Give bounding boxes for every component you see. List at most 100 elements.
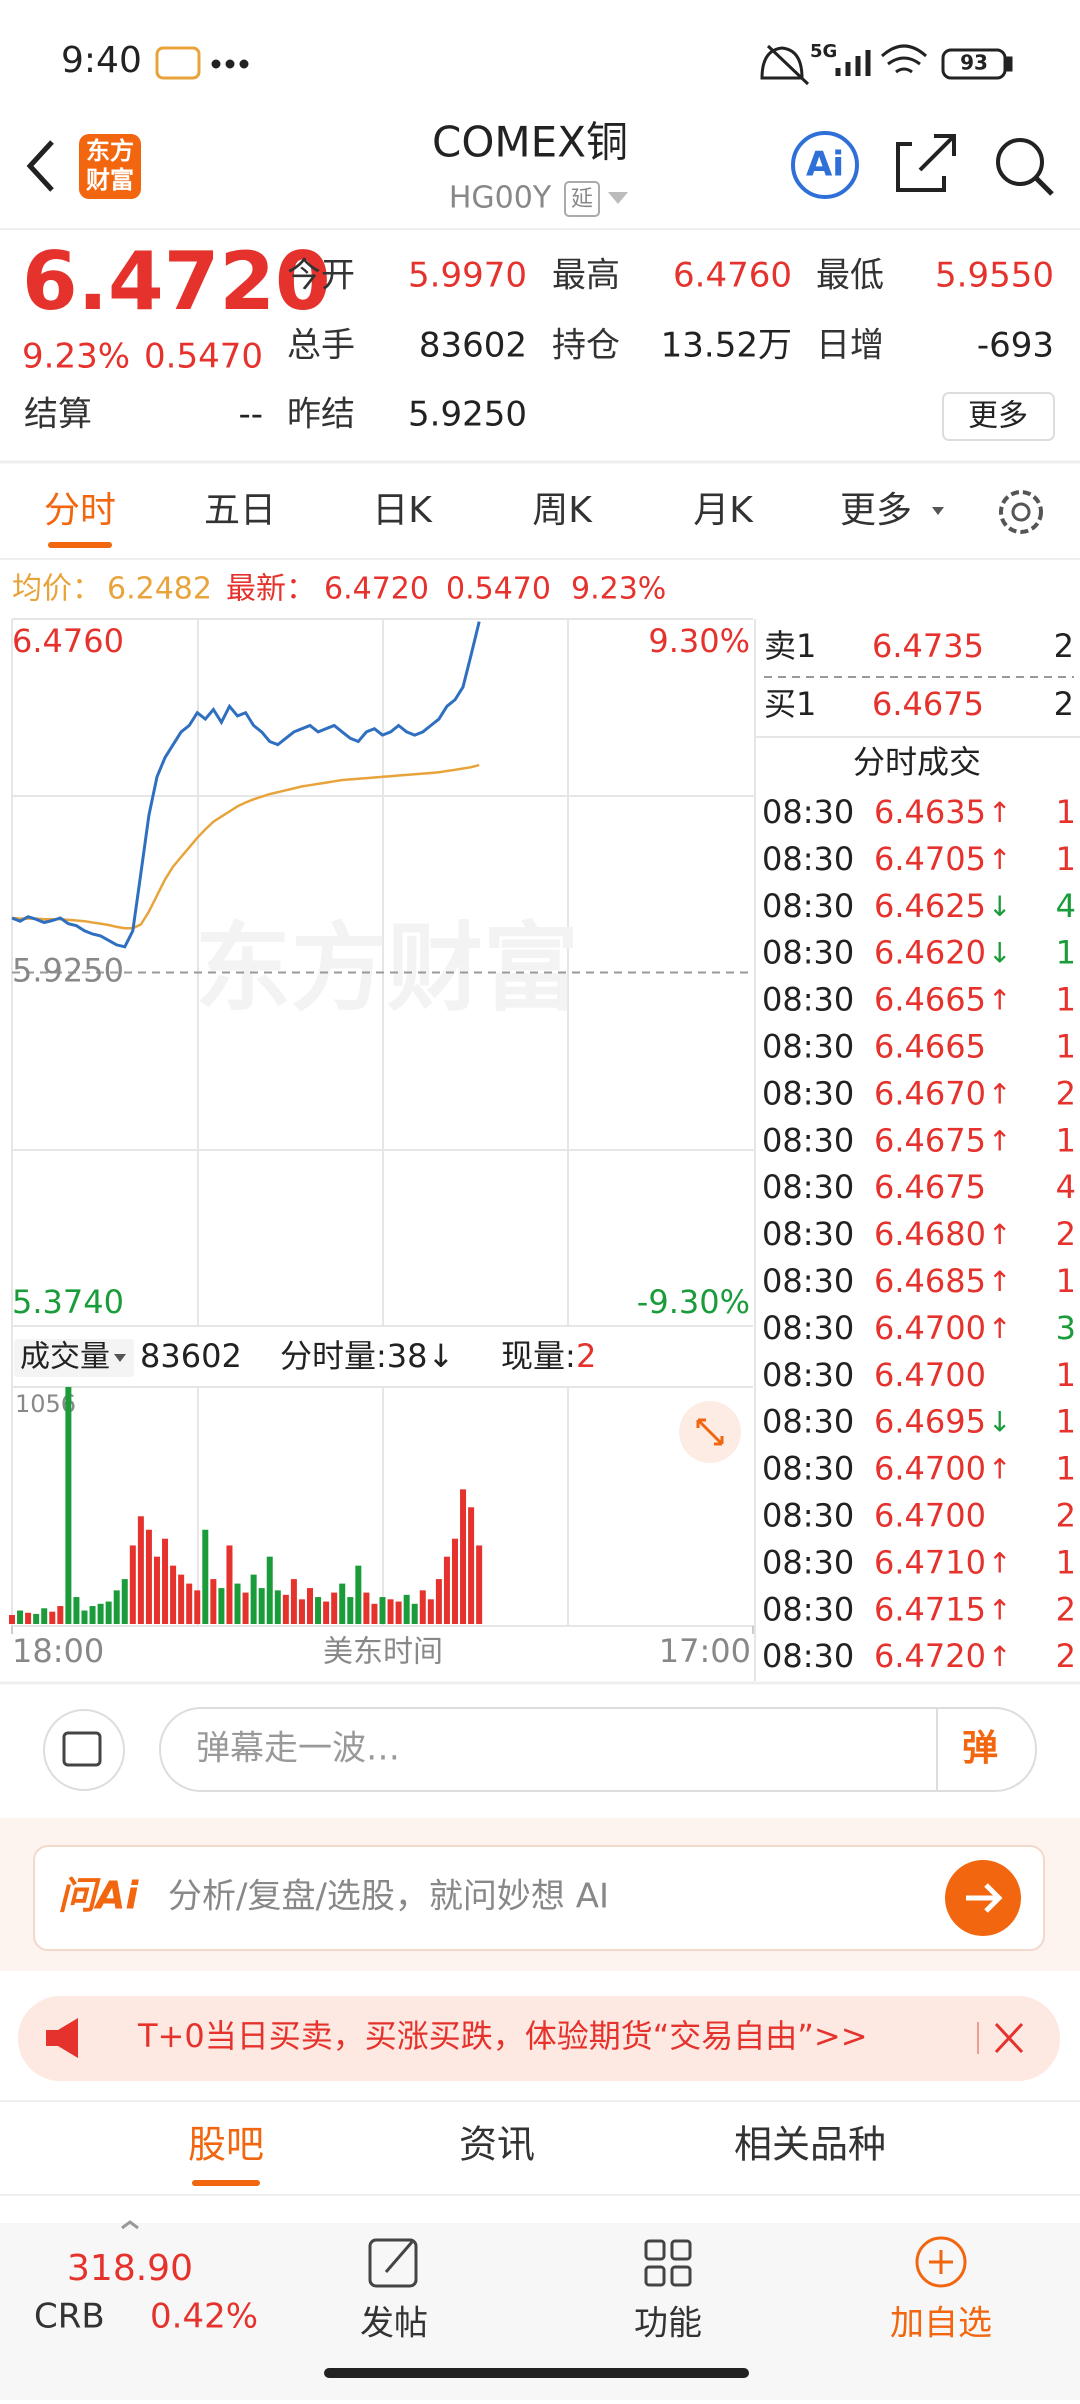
volume-bar [468,1507,475,1624]
y2-tick-label: -9.30% [637,1283,750,1321]
tab-underline [48,542,112,548]
trade-price: 6.4710 [874,1543,986,1581]
field-value: 13.52万 [661,326,792,366]
volume-bar [379,1597,386,1624]
trade-dir: ↑ [988,1265,1011,1298]
volume-bar [435,1579,442,1624]
tab[interactable]: 五日 [204,490,276,531]
volume-bar [387,1599,394,1624]
trade-time: 08:30 [762,1590,854,1628]
change-pct: 9.23% [22,337,130,377]
field-label: 最低 [816,256,884,296]
field-label: 总手 [287,326,355,366]
trade-time: 08:30 [762,1215,854,1253]
trade-dir: ↓ [988,890,1011,923]
ai-label[interactable]: Ai [806,145,844,185]
tick-volume: 分时量:38↓ [280,1337,454,1375]
nav-icons [121,2220,967,2288]
danmaku-icon[interactable] [43,1709,125,1791]
trade-volume: 4 [1056,1168,1076,1206]
trade-time: 08:30 [762,1262,854,1300]
content-tab[interactable]: 相关品种 [734,2123,886,2167]
volume-bar [81,1610,88,1624]
volume-bar [443,1556,450,1624]
trade-price: 6.4620 [874,934,986,972]
book-price: 6.4675 [872,685,984,723]
more-button[interactable] [942,392,1055,441]
field-label: 最高 [552,256,620,296]
tab[interactable]: 更多 [840,490,912,531]
volume-bar [363,1592,370,1624]
volume-bar [105,1601,112,1624]
trade-volume: 1 [1056,1121,1076,1159]
tab[interactable]: 日K [372,490,433,531]
x-tick-label: 17:00 [659,1632,751,1670]
volume-bar [73,1597,80,1624]
legend-value: 9.23% [571,572,666,607]
trade-price: 6.4700 [874,1450,986,1488]
volume-bar [202,1529,209,1624]
trade-volume: 1 [1056,840,1076,878]
ai-logo: 问Ai [58,1874,139,1918]
trade-volume: 1 [1056,1028,1076,1066]
trade-time: 08:30 [762,1168,854,1206]
expand-button[interactable] [679,1401,741,1463]
volume-bar [162,1538,169,1624]
field-label: 昨结 [287,395,355,435]
trade-volume: 2 [1056,1074,1076,1112]
ai-button[interactable] [791,131,859,199]
ai-send[interactable] [945,1860,1021,1936]
volume-bar [89,1606,96,1624]
volume-bar [145,1529,152,1624]
trade-dir: ↑ [988,1593,1011,1626]
volume-bar [460,1489,467,1624]
trade-dir: ↑ [988,1124,1011,1157]
price-line [11,621,481,949]
title: COMEX铜 [432,118,628,167]
dropdown [608,192,628,204]
volume-bar [33,1613,40,1624]
trade-price: 6.4700 [874,1309,986,1347]
legend-value: 6.2482 [107,572,212,607]
trade-price: 6.4715 [874,1590,986,1628]
share-button[interactable] [896,134,956,192]
nav-item[interactable]: 加自选 [890,2304,992,2344]
tab[interactable]: 月K [693,490,754,531]
banner-close[interactable] [994,2022,1024,2054]
speaker-icon [46,2018,78,2058]
trade-price: 6.4685 [874,1262,986,1300]
nav-item[interactable]: 发帖 [360,2304,428,2344]
ai-input[interactable] [33,1845,1045,1951]
index-name: CRB [34,2297,105,2337]
volume-bar [307,1588,314,1624]
volume-bar [194,1590,201,1624]
search-button[interactable] [996,138,1054,196]
code: HG00Y [449,181,552,216]
danmaku-button[interactable]: 弹 [962,1728,998,1769]
trade-price: 6.4625 [874,887,986,925]
trade-volume: 2 [1056,1215,1076,1253]
book-volume: 2 [1054,627,1074,665]
nav-item[interactable]: 功能 [634,2304,702,2344]
tab[interactable]: 分时 [44,490,116,531]
more-button-label[interactable]: 更多 [968,399,1028,434]
volume-bar [218,1588,225,1624]
home-indicator [324,2368,749,2378]
settings-icon[interactable] [999,490,1043,534]
trade-time: 08:30 [762,1450,854,1488]
trade-volume: 2 [1056,1497,1076,1535]
trade-dir: ↑ [988,1312,1011,1345]
field-value: 5.9250 [408,395,527,435]
back-button[interactable] [26,140,54,192]
banner[interactable] [18,1996,1060,2081]
volume-selector[interactable] [14,1339,134,1377]
volume-bar [451,1538,458,1624]
trade-price: 6.4675 [874,1168,986,1206]
trade-time: 08:30 [762,1074,854,1112]
danmaku-input[interactable] [159,1707,1037,1792]
trade-time: 08:30 [762,1121,854,1159]
price-line [11,763,480,930]
content-tab[interactable]: 股吧 [188,2123,264,2167]
content-tab[interactable]: 资讯 [459,2123,535,2167]
tab[interactable]: 周K [532,490,593,531]
